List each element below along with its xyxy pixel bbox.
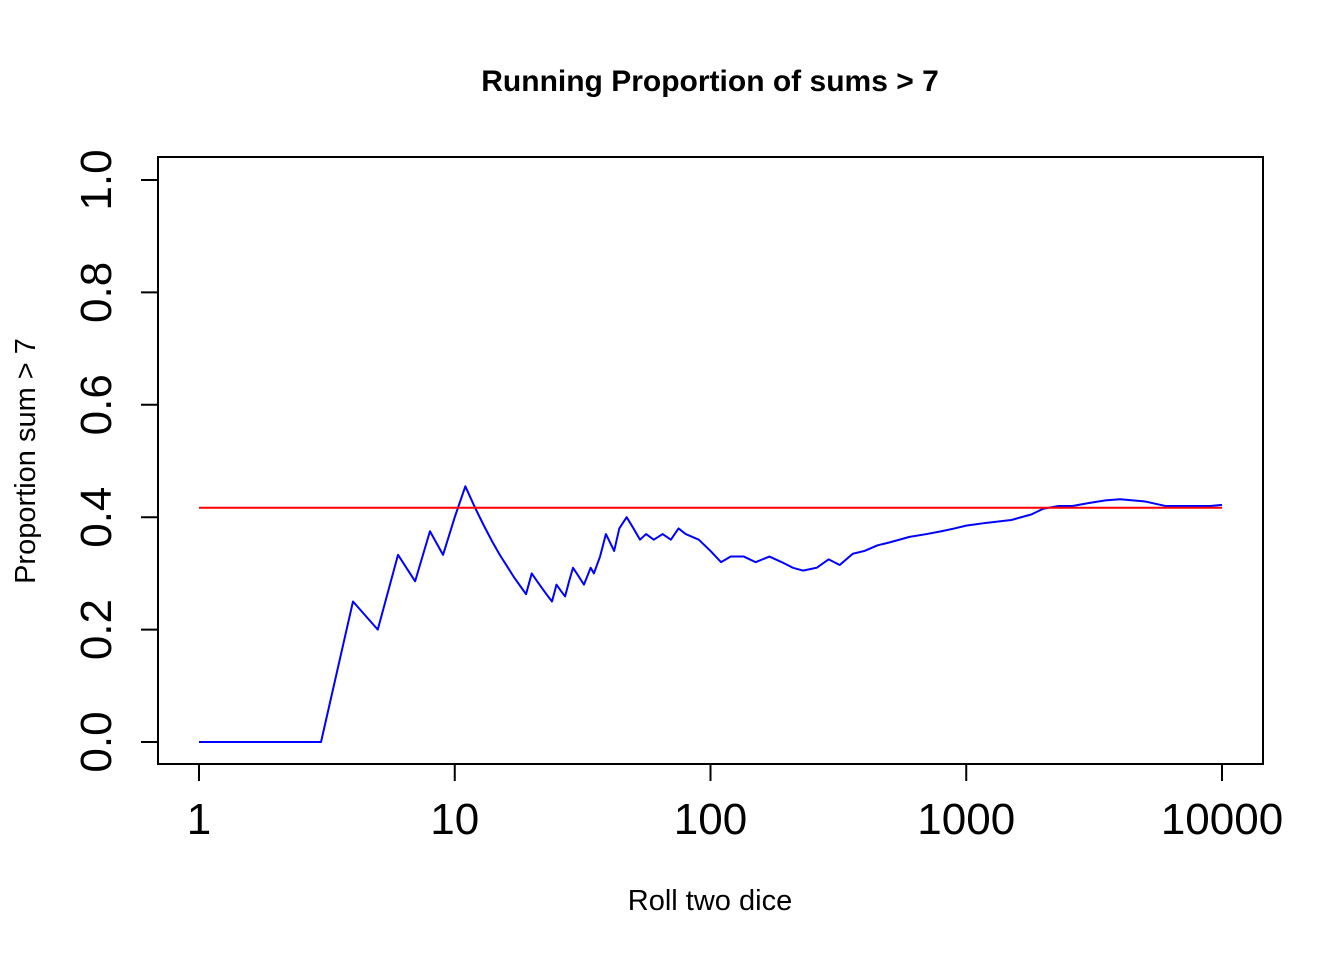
x-tick-label: 1000 xyxy=(917,795,1015,844)
y-tick-label: 0.6 xyxy=(72,374,121,435)
series-layer xyxy=(199,485,1223,743)
y-tick-label: 0.8 xyxy=(72,262,121,323)
chart-title: Running Proportion of sums > 7 xyxy=(481,65,939,98)
x-tick-label: 100 xyxy=(674,795,747,844)
x-axis-label: Roll two dice xyxy=(628,885,792,917)
plot-frame xyxy=(157,156,1264,765)
y-tick-label: 0.0 xyxy=(72,711,121,772)
running-proportion-line xyxy=(199,485,1223,743)
y-tick-label: 0.2 xyxy=(72,599,121,660)
y-axis: 0.0 0.2 0.4 0.6 0.8 1.0 xyxy=(72,149,159,773)
y-tick-label: 0.4 xyxy=(72,487,121,548)
y-tick-label: 1.0 xyxy=(72,149,121,210)
x-tick-label: 1 xyxy=(187,795,211,844)
x-tick-label: 10 xyxy=(430,795,479,844)
x-tick-label: 10000 xyxy=(1161,795,1283,844)
y-axis-label: Proportion sum > 7 xyxy=(10,338,42,584)
x-axis: 1 10 100 1000 10000 xyxy=(187,763,1283,844)
